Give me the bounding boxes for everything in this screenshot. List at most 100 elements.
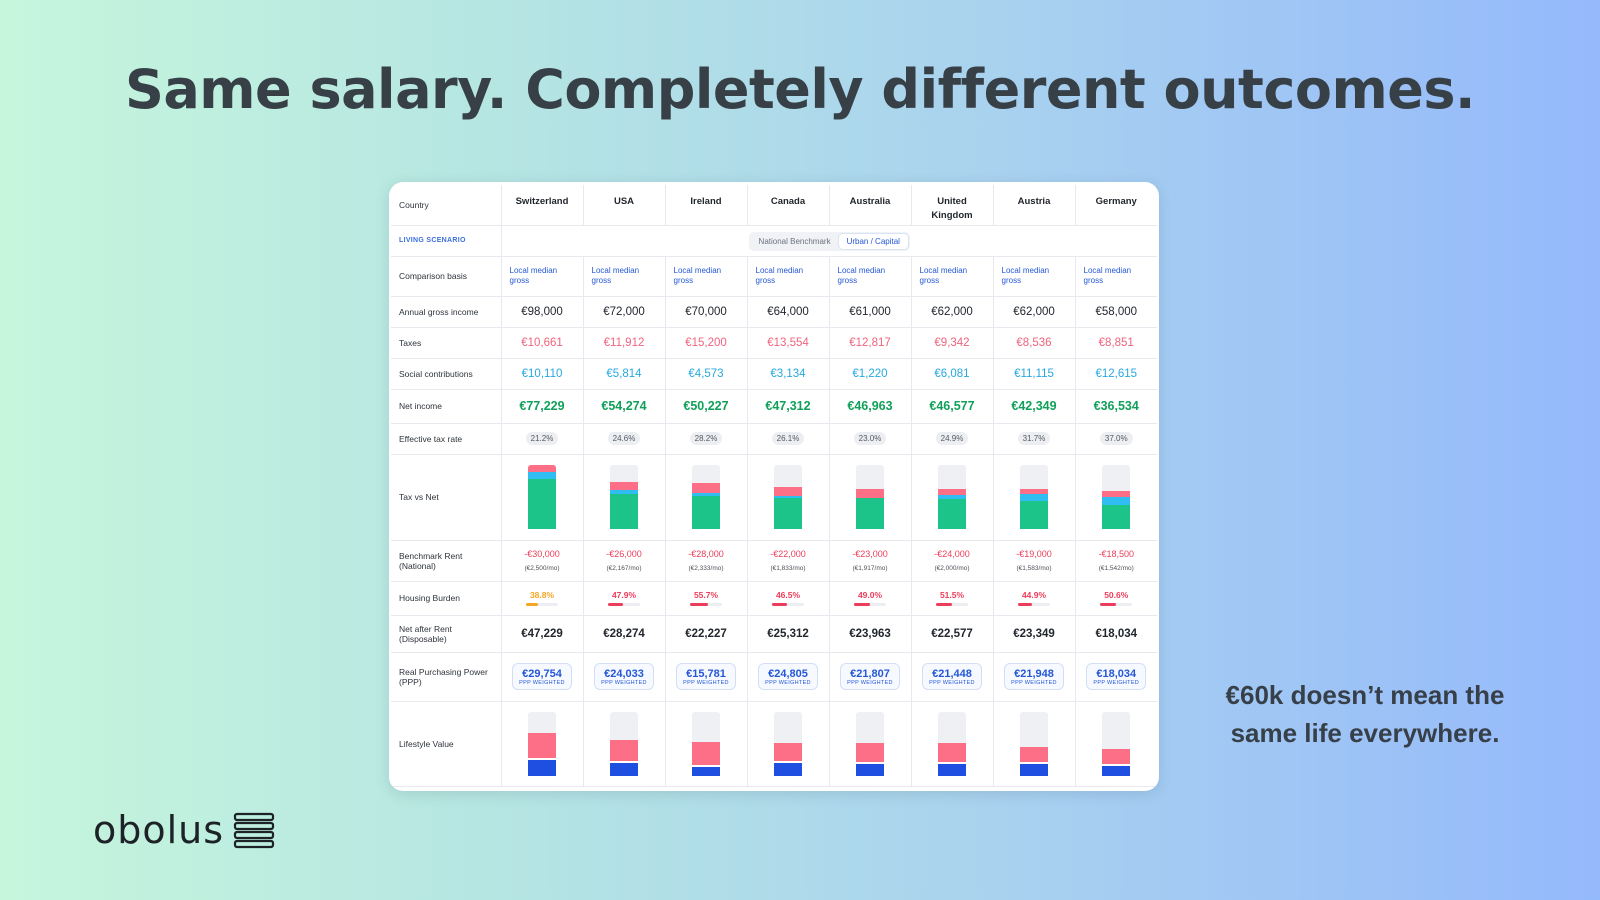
rent-row: Benchmark Rent (National) -€30,000 (€2,500/…	[391, 540, 1157, 582]
benchmark-rent-label: Benchmark Rent (National)	[391, 540, 502, 582]
lifestyle-gap	[610, 761, 638, 764]
tax-vs-net-bar-wrap	[756, 465, 821, 529]
comparison-basis-link[interactable]: Local median gross	[747, 256, 830, 297]
effective-tax-label: Effective tax rate	[391, 423, 502, 455]
housing-burden-track	[772, 603, 804, 606]
lifestyle-rent-segment	[610, 739, 638, 762]
lifestyle-ppp-segment	[1102, 766, 1131, 776]
lifestyle-gap	[1102, 764, 1131, 767]
living-scenario-label: LIVING SCENARIO	[391, 225, 502, 257]
tax-vs-net-bar	[938, 465, 966, 529]
housing-burden-track	[526, 603, 558, 606]
ppp-cell: €29,754 PPP WEIGHTED	[501, 652, 584, 702]
scenario-toggle[interactable]: National Benchmark Urban / Capital	[748, 231, 910, 251]
annual-gross-value: €61,000	[829, 296, 912, 328]
social-contributions-value: €4,573	[665, 358, 748, 390]
ppp-value: €24,033	[604, 668, 644, 680]
tagline-line-1: €60k doesn’t mean the	[1225, 680, 1505, 710]
lifestyle-bar	[774, 711, 802, 776]
social-contributions-value: €11,115	[993, 358, 1076, 390]
ppp-cell: €18,034 PPP WEIGHTED	[1075, 652, 1157, 702]
effective-tax-pill: 24.6%	[607, 432, 641, 445]
lifestyle-label-text: Lifestyle Value	[399, 738, 454, 749]
net-income-value: €47,312	[747, 389, 830, 424]
annual-gross-label: Annual gross income	[391, 296, 502, 328]
housing-burden-cell: 50.6%	[1075, 581, 1157, 616]
ppp-box: €21,807 PPP WEIGHTED	[840, 663, 900, 690]
housing-burden-track	[690, 603, 722, 606]
tax-vs-net-cell	[829, 454, 912, 541]
lifestyle-bar-wrap	[920, 711, 985, 776]
net-after-rent-label-text-2: (Disposable)	[399, 633, 447, 644]
net-segment	[692, 496, 720, 529]
housing-burden-track	[1100, 603, 1133, 606]
net-after-rent-value: €47,229	[501, 615, 584, 653]
rent-annual: -€24,000	[934, 548, 970, 559]
housing-burden-cell: 38.8%	[501, 581, 584, 616]
comparison-basis-link[interactable]: Local median gross	[911, 256, 994, 297]
effective-tax-cell: 24.6%	[583, 423, 666, 455]
effective-tax-cell: 24.9%	[911, 423, 994, 455]
ppp-label: Real Purchasing Power (PPP)	[391, 652, 502, 702]
tax-vs-net-cell	[583, 454, 666, 541]
scenario-option-1[interactable]: Urban / Capital	[838, 233, 908, 249]
annual-gross-label-text: Annual gross income	[399, 306, 479, 317]
housing-burden-track	[1018, 603, 1050, 606]
effective-tax-cell: 26.1%	[747, 423, 830, 455]
net-after-rent-value: €25,312	[747, 615, 830, 653]
social-segment	[528, 471, 556, 479]
effective-tax-pill: 26.1%	[771, 432, 805, 445]
lifestyle-bar-wrap	[510, 711, 575, 776]
lifestyle-gap	[1020, 762, 1048, 765]
housing-burden-fill	[608, 603, 624, 606]
comparison-basis-link[interactable]: Local median gross	[583, 256, 666, 297]
housing-burden-fill	[936, 603, 953, 606]
ppp-box: €24,033 PPP WEIGHTED	[594, 663, 654, 690]
housing-burden-track	[936, 603, 968, 606]
comparison-basis-link[interactable]: Local median gross	[1075, 256, 1157, 297]
housing-burden-track	[854, 603, 886, 606]
comparison-basis-link[interactable]: Local median gross	[665, 256, 748, 297]
comparison-card: Country Switzerland USA Ireland Canada Austra…	[389, 182, 1159, 791]
annual-gross-value: €62,000	[911, 296, 994, 328]
tax-vs-net-label: Tax vs Net	[391, 454, 502, 541]
lifestyle-cell	[911, 701, 994, 787]
comparison-basis-link[interactable]: Local median gross	[829, 256, 912, 297]
net-segment	[774, 498, 802, 529]
scenario-option-0[interactable]: National Benchmark	[758, 236, 831, 246]
social-contributions-value: €10,110	[501, 358, 584, 390]
country-5: United Kingdom	[911, 185, 994, 226]
social-contributions-value: €5,814	[583, 358, 666, 390]
benchmark-rent-label-text: Benchmark Rent	[399, 550, 463, 561]
rent-monthly: (€2,167/mo)	[606, 564, 642, 572]
lifestyle-bar	[610, 711, 638, 776]
housing-burden-fill	[526, 603, 539, 606]
ppp-box: €29,754 PPP WEIGHTED	[512, 663, 572, 690]
taxes-value: €13,554	[747, 327, 830, 359]
housing-burden-value: 55.7%	[693, 590, 719, 600]
lifestyle-cell	[501, 701, 584, 787]
net-after-rent-row: Net after Rent (Disposable) €47,229 €28,274…	[391, 615, 1157, 653]
comparison-basis-link[interactable]: Local median gross	[993, 256, 1076, 297]
tax-vs-net-row: Tax vs Net	[391, 454, 1157, 541]
effective-tax-cell: 21.2%	[501, 423, 584, 455]
rent-cell: -€28,000 (€2,333/mo)	[665, 540, 748, 582]
net-segment	[610, 493, 638, 529]
effective-tax-row: Effective tax rate 21.2% 24.6% 28.2% 26.1% 23…	[391, 423, 1157, 455]
taxes-row: Taxes €10,661 €11,912 €15,200 €13,554 €12,817…	[391, 327, 1157, 359]
ppp-cell: €21,948 PPP WEIGHTED	[993, 652, 1076, 702]
header-row: Country Switzerland USA Ireland Canada Austra…	[391, 185, 1157, 226]
tax-vs-net-cell	[993, 454, 1076, 541]
rent-monthly: (€1,833/mo)	[770, 564, 806, 572]
housing-burden-fill	[1100, 603, 1117, 606]
comparison-basis-link[interactable]: Local median gross	[501, 256, 584, 297]
comparison-basis-row: Comparison basis Local median gross Local …	[391, 256, 1157, 297]
rent-cell: -€19,000 (€1,583/mo)	[993, 540, 1076, 582]
effective-tax-pill: 37.0%	[1099, 432, 1133, 445]
lifestyle-ppp-segment	[1020, 764, 1048, 776]
net-after-rent-value: €22,227	[665, 615, 748, 653]
lifestyle-cell	[747, 701, 830, 787]
ppp-sub: PPP WEIGHTED	[929, 680, 975, 686]
lifestyle-cell	[1075, 701, 1157, 787]
ppp-sub: PPP WEIGHTED	[847, 680, 893, 686]
